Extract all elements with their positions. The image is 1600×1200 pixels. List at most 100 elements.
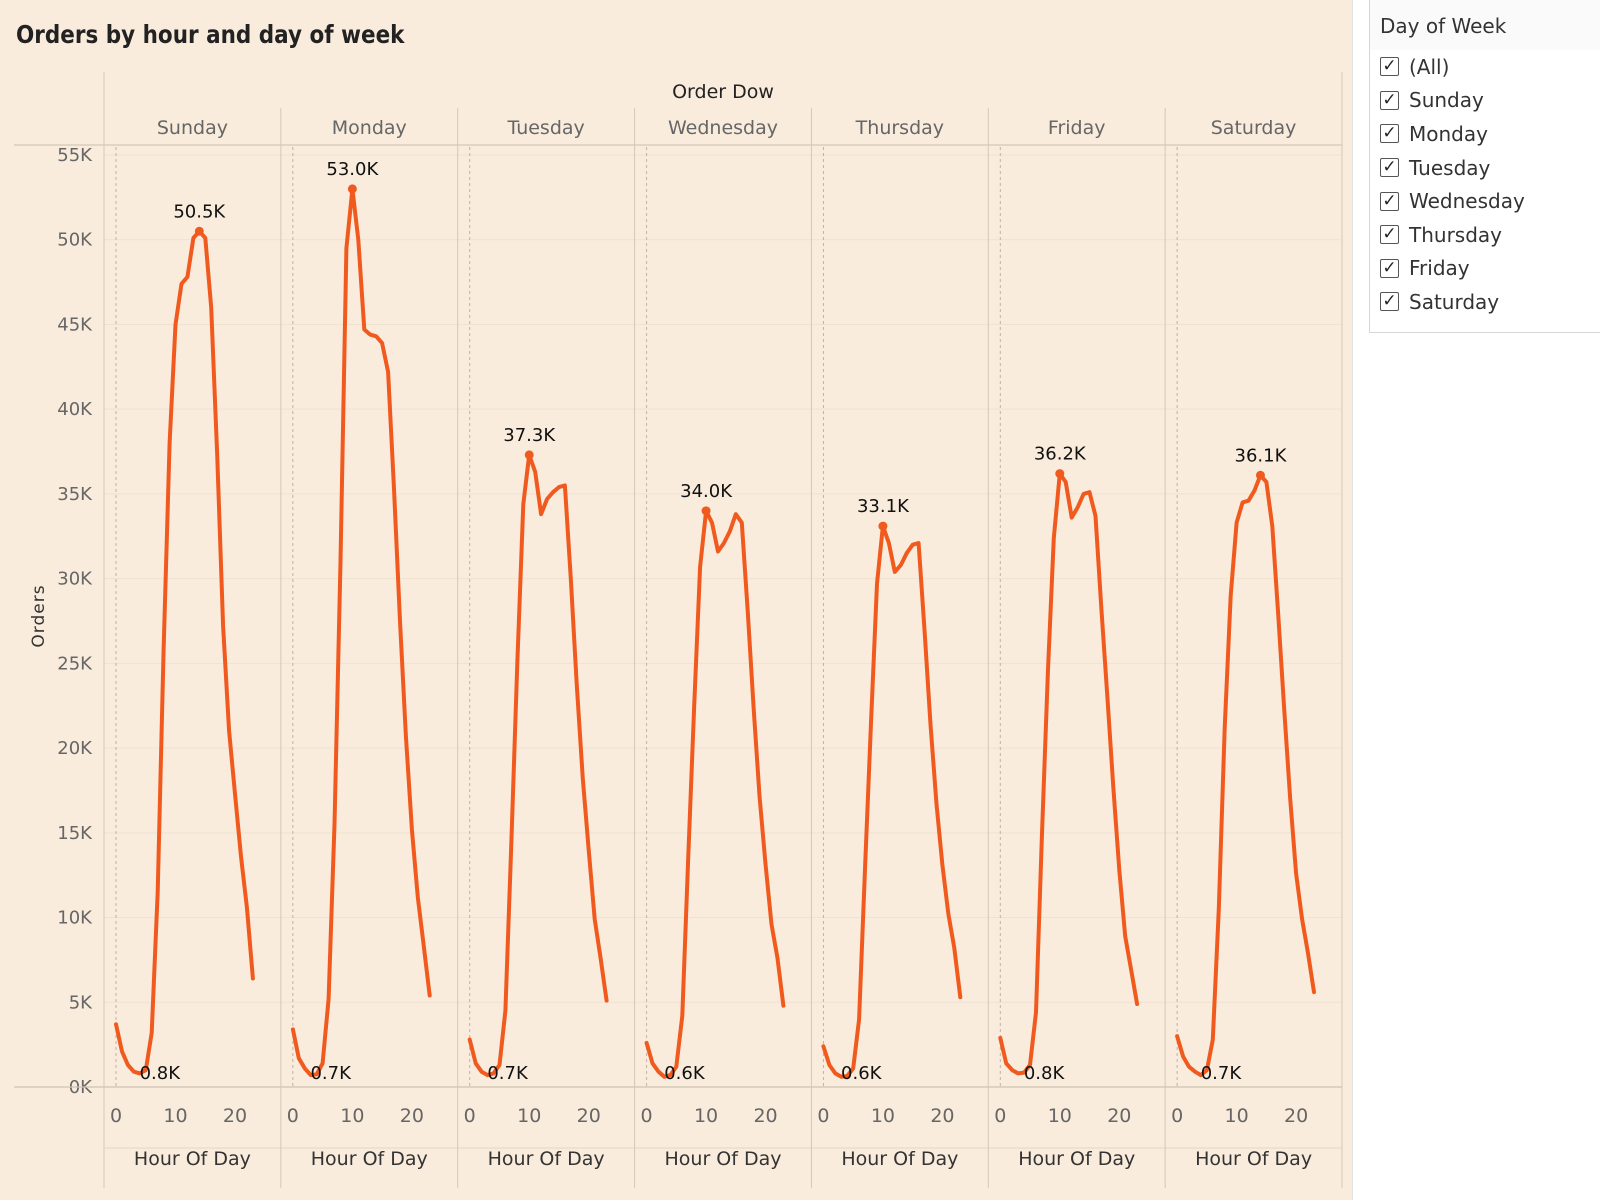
filter-item-all[interactable]: ✓ (All) <box>1370 50 1600 84</box>
filter-item-monday[interactable]: ✓ Monday <box>1370 117 1600 151</box>
filter-item-thursday[interactable]: ✓ Thursday <box>1370 218 1600 252</box>
max-point <box>347 184 357 194</box>
x-tick-label: 0 <box>1171 1105 1183 1127</box>
day-of-week-filter: Day of Week ✓ (All) ✓ Sunday ✓ Monday ✓ Tuesday… <box>1369 0 1600 333</box>
filter-item-label: Wednesday <box>1409 189 1525 214</box>
x-axis-label: Hour Of Day <box>311 1148 428 1170</box>
y-tick-label: 40K <box>57 399 93 420</box>
y-tick-label: 25K <box>57 653 93 674</box>
checkbox-icon[interactable]: ✓ <box>1380 158 1399 178</box>
viz-container: Orders by hour and day of week 0K 5K 10K 15… <box>0 0 1352 1200</box>
filter-item-friday[interactable]: ✓ Friday <box>1370 252 1600 286</box>
y-tick-label: 55K <box>57 145 93 166</box>
column-header-wednesday: Wednesday <box>668 117 778 139</box>
series-line-tuesday <box>467 452 609 1078</box>
checkbox-icon[interactable]: ✓ <box>1380 57 1399 77</box>
max-data-label: 50.5K <box>173 201 226 222</box>
filter-item-label: Tuesday <box>1409 155 1491 180</box>
x-tick-label: 0 <box>287 1105 299 1127</box>
y-tick-label: 30K <box>57 569 93 590</box>
max-data-label: 37.3K <box>503 425 556 446</box>
series-line-saturday <box>1175 473 1316 1078</box>
filter-item-label: Sunday <box>1409 88 1484 113</box>
checkbox-icon[interactable]: ✓ <box>1380 258 1399 278</box>
min-data-label: 0.8K <box>140 1063 182 1084</box>
x-tick-label: 0 <box>464 1105 476 1127</box>
filter-item-label: (All) <box>1409 54 1450 79</box>
min-data-label: 0.6K <box>841 1063 883 1084</box>
series-line-sunday <box>114 229 255 1076</box>
series-line-friday <box>998 471 1140 1076</box>
filter-item-label: Monday <box>1409 121 1488 146</box>
checkbox-icon[interactable]: ✓ <box>1380 292 1399 312</box>
column-header-saturday: Saturday <box>1211 117 1297 139</box>
max-point <box>878 521 888 531</box>
x-axis-label: Hour Of Day <box>488 1148 605 1170</box>
x-tick-label: 10 <box>1225 1105 1249 1127</box>
x-tick-label: 20 <box>577 1105 601 1127</box>
x-tick-label: 10 <box>163 1105 187 1127</box>
filter-sidebar: Day of Week ✓ (All) ✓ Sunday ✓ Monday ✓ Tuesday… <box>1352 0 1600 1200</box>
x-tick-label: 20 <box>753 1105 777 1127</box>
checkbox-icon[interactable]: ✓ <box>1380 225 1399 245</box>
line-chart: 0K5K10K15K20K25K30K35K40K45K50K55KOrder … <box>14 72 1343 1188</box>
column-header-monday: Monday <box>332 117 407 139</box>
y-tick-label: 50K <box>57 230 93 251</box>
x-tick-label: 10 <box>694 1105 718 1127</box>
x-tick-label: 20 <box>223 1105 247 1127</box>
max-point <box>1255 470 1265 480</box>
filter-item-sunday[interactable]: ✓ Sunday <box>1370 84 1600 118</box>
x-tick-label: 10 <box>1048 1105 1072 1127</box>
x-tick-label: 20 <box>400 1105 424 1127</box>
series-line-thursday <box>821 524 963 1079</box>
x-axis-label: Hour Of Day <box>134 1148 251 1170</box>
min-data-label: 0.7K <box>487 1063 529 1084</box>
y-tick-label: 45K <box>57 314 93 335</box>
max-data-label: 33.1K <box>857 496 910 517</box>
filter-title: Day of Week <box>1370 0 1600 50</box>
max-data-label: 36.2K <box>1034 444 1087 465</box>
filter-item-label: Thursday <box>1409 222 1502 247</box>
y-tick-label: 10K <box>57 908 93 929</box>
filter-item-label: Saturday <box>1409 289 1500 314</box>
max-data-label: 36.1K <box>1235 445 1288 466</box>
y-tick-label: 5K <box>69 992 93 1013</box>
y-axis-label: Orders <box>29 584 49 647</box>
x-tick-label: 20 <box>930 1105 954 1127</box>
checkbox-icon[interactable]: ✓ <box>1380 191 1399 211</box>
column-header-friday: Friday <box>1048 117 1106 139</box>
x-tick-label: 0 <box>817 1105 829 1127</box>
max-point <box>1055 469 1065 479</box>
column-super-header: Order Dow <box>672 81 774 103</box>
y-tick-label: 35K <box>57 484 93 505</box>
y-tick-label: 15K <box>57 823 93 844</box>
filter-item-label: Friday <box>1409 256 1470 281</box>
x-axis-label: Hour Of Day <box>1195 1148 1312 1170</box>
filter-item-saturday[interactable]: ✓ Saturday <box>1370 285 1600 319</box>
x-tick-label: 0 <box>994 1105 1006 1127</box>
max-point <box>701 506 711 516</box>
max-data-label: 53.0K <box>326 159 379 180</box>
max-point <box>194 226 204 236</box>
column-header-thursday: Thursday <box>855 117 944 139</box>
series-line-wednesday <box>644 508 786 1079</box>
x-axis-label: Hour Of Day <box>841 1148 958 1170</box>
x-axis-label: Hour Of Day <box>664 1148 781 1170</box>
checkbox-icon[interactable]: ✓ <box>1380 124 1399 144</box>
filter-item-tuesday[interactable]: ✓ Tuesday <box>1370 151 1600 185</box>
min-data-label: 0.7K <box>1201 1063 1243 1084</box>
max-data-label: 34.0K <box>680 481 733 502</box>
x-tick-label: 10 <box>517 1105 541 1127</box>
x-axis-label: Hour Of Day <box>1018 1148 1135 1170</box>
filter-list: ✓ (All) ✓ Sunday ✓ Monday ✓ Tuesday ✓ Wednesday ✓ T… <box>1370 50 1600 319</box>
min-data-label: 0.8K <box>1024 1063 1066 1084</box>
x-tick-label: 10 <box>871 1105 895 1127</box>
column-header-tuesday: Tuesday <box>506 117 584 139</box>
filter-item-wednesday[interactable]: ✓ Wednesday <box>1370 184 1600 218</box>
max-point <box>524 450 534 460</box>
min-data-label: 0.7K <box>310 1063 352 1084</box>
y-tick-label: 20K <box>57 738 93 759</box>
chart-title: Orders by hour and day of week <box>16 20 405 49</box>
min-data-label: 0.6K <box>664 1063 706 1084</box>
checkbox-icon[interactable]: ✓ <box>1380 90 1399 110</box>
